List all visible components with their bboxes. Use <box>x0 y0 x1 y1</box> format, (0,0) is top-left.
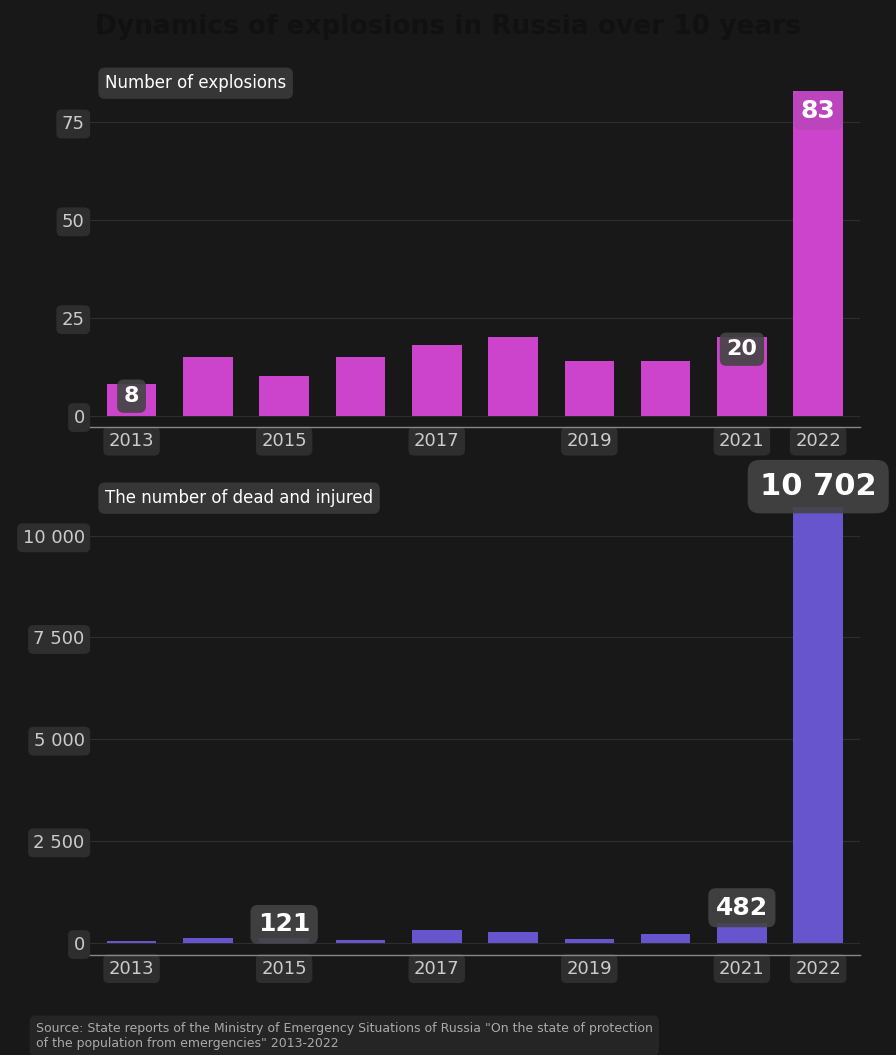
Bar <box>336 940 385 942</box>
Bar <box>793 91 843 416</box>
Bar <box>107 384 157 416</box>
Bar <box>183 357 233 416</box>
Bar <box>488 933 538 942</box>
Bar <box>717 923 767 942</box>
Bar <box>564 939 614 942</box>
Bar <box>717 338 767 416</box>
Bar <box>641 361 691 416</box>
Bar <box>107 941 157 942</box>
Text: 83: 83 <box>801 98 836 122</box>
Bar <box>183 938 233 942</box>
Bar <box>259 377 309 416</box>
Text: 10 702: 10 702 <box>760 472 876 501</box>
Text: Source: State reports of the Ministry of Emergency Situations of Russia "On the : Source: State reports of the Ministry of… <box>36 1021 652 1050</box>
Text: 121: 121 <box>258 913 310 937</box>
Bar <box>488 338 538 416</box>
Bar <box>793 507 843 942</box>
Bar <box>412 345 461 416</box>
Text: Number of explosions: Number of explosions <box>105 74 286 92</box>
Bar <box>412 931 461 942</box>
Bar <box>641 935 691 942</box>
Bar <box>564 361 614 416</box>
Text: Dynamics of explosions in Russia over 10 years: Dynamics of explosions in Russia over 10… <box>95 15 801 40</box>
Text: 8: 8 <box>124 386 139 406</box>
Text: The number of dead and injured: The number of dead and injured <box>105 490 373 507</box>
Text: 20: 20 <box>727 340 757 359</box>
Bar <box>259 938 309 942</box>
Bar <box>336 357 385 416</box>
Text: 482: 482 <box>716 896 768 920</box>
